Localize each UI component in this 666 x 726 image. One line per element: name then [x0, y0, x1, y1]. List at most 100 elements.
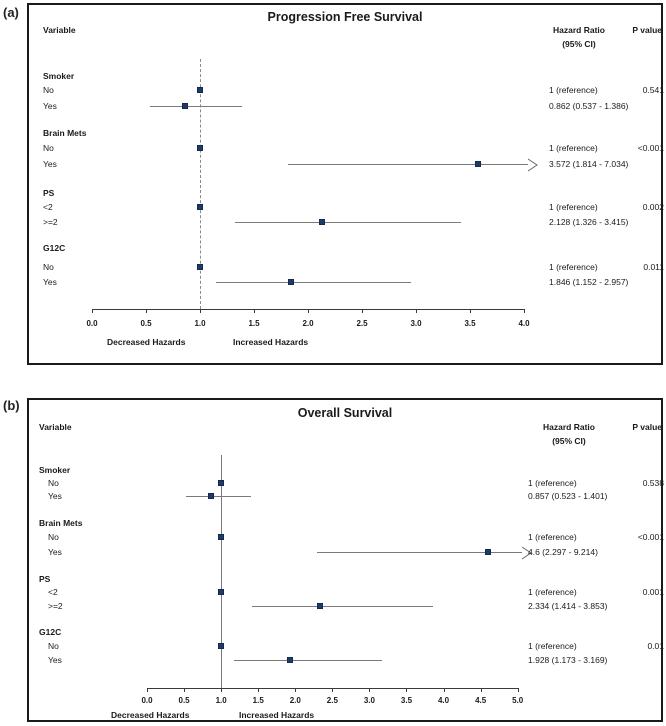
- axis-tick-label: 3.5: [400, 696, 413, 705]
- group-label: G12C: [39, 626, 62, 637]
- p-value: 0.001: [642, 587, 664, 598]
- group-label: Smoker: [39, 465, 71, 475]
- axis-tick: [406, 687, 408, 692]
- axis-tick-label: 2.5: [356, 319, 368, 328]
- hr-value: 2.334 (1.414 - 3.853): [528, 601, 608, 612]
- chart-title: Progression Free Survival: [267, 10, 423, 24]
- axis-tick: [184, 687, 186, 692]
- column-header-pvalue: P value: [632, 25, 662, 35]
- axis-tick-label: 4.5: [475, 696, 487, 705]
- truncation-arrow-icon: [527, 158, 538, 177]
- hr-value: 1 (reference): [528, 478, 577, 489]
- axis-tick-label: 1.0: [194, 319, 206, 328]
- axis-tick: [524, 309, 525, 313]
- axis-caption-increased: Increased Hazards: [239, 710, 315, 720]
- group-label: PS: [39, 574, 51, 584]
- axis-tick: [258, 687, 260, 692]
- axis-tick: [480, 687, 482, 692]
- ci-line: [317, 551, 522, 553]
- reference-line: [221, 455, 223, 688]
- p-value: 0.01: [647, 640, 664, 651]
- axis-tick: [308, 309, 309, 313]
- axis-tick: [416, 309, 417, 313]
- ci-line: [185, 496, 251, 497]
- hr-marker: [218, 642, 224, 649]
- axis-tick: [200, 309, 201, 313]
- axis-tick-label: 3.0: [410, 319, 422, 328]
- group-label: Brain Mets: [39, 517, 83, 528]
- group-label: Brain Mets: [43, 128, 87, 138]
- hr-value: 1 (reference): [549, 85, 598, 95]
- forest-row-label: <2: [48, 587, 58, 598]
- panel-overall-survival: Overall Survival Variable Hazard Ratio (…: [27, 398, 664, 722]
- axis-tick-label: 2.5: [326, 696, 338, 705]
- p-value: <0.001: [637, 532, 664, 542]
- forest-row-label: No: [48, 478, 59, 489]
- forest-row-label: <2: [43, 201, 53, 212]
- column-header-variable: Variable: [43, 25, 76, 35]
- hr-marker: [182, 103, 188, 109]
- group-label: G12C: [43, 243, 66, 253]
- chart-title: Overall Survival: [297, 406, 393, 420]
- axis-tick-label: 0.5: [140, 319, 152, 328]
- column-header-pvalue: P value: [632, 422, 662, 432]
- hr-marker: [208, 493, 214, 499]
- axis-tick-label: 1.5: [252, 696, 264, 705]
- forest-row-label: No: [43, 262, 54, 272]
- axis-caption-decreased: Decreased Hazards: [111, 710, 190, 720]
- forest-row-label: No: [43, 85, 54, 95]
- axis-tick-label: 2.0: [289, 696, 301, 705]
- hr-marker: [485, 548, 491, 555]
- column-header-hazard-ratio: Hazard Ratio: [543, 422, 595, 432]
- axis-tick-label: 0.0: [141, 696, 153, 705]
- axis-tick-label: 5.0: [512, 696, 524, 705]
- hr-value: 1.846 (1.152 - 2.957): [549, 277, 629, 287]
- hr-value: 0.857 (0.523 - 1.401): [528, 491, 608, 501]
- forest-row-label: >=2: [43, 216, 58, 227]
- p-value: 0.011: [643, 262, 664, 272]
- axis-caption-increased: Increased Hazards: [233, 337, 309, 347]
- hr-marker: [197, 203, 203, 210]
- ci-line: [149, 106, 242, 107]
- axis-tick: [470, 309, 471, 313]
- panel-a-label: (a): [3, 5, 19, 20]
- hr-marker: [218, 589, 224, 596]
- forest-row-label: No: [48, 640, 59, 651]
- forest-row-label: No: [48, 532, 59, 542]
- group-label: Smoker: [43, 71, 75, 81]
- p-value: <0.001: [637, 143, 664, 153]
- axis-tick: [221, 687, 223, 692]
- p-value: 0.002: [642, 201, 664, 212]
- ci-line: [216, 282, 412, 283]
- hr-marker: [475, 160, 481, 167]
- hr-value: 1 (reference): [528, 640, 577, 651]
- axis-tick: [147, 687, 148, 692]
- panel-progression-free-survival: Progression Free Survival Variable Hazar…: [27, 3, 664, 365]
- column-header-95ci: (95% CI): [562, 39, 596, 49]
- axis-tick: [362, 309, 363, 313]
- axis-caption-decreased: Decreased Hazards: [107, 337, 186, 347]
- axis-tick-label: 3.5: [464, 319, 476, 328]
- p-value: 0.538: [642, 478, 664, 489]
- axis-tick-label: 0.5: [178, 696, 190, 705]
- hr-marker: [197, 264, 203, 270]
- truncation-arrow-icon: [521, 546, 532, 565]
- axis-tick: [146, 309, 147, 313]
- forest-plot-area: 0.0 0.5 1.0 1.5 2.0 2.5 3.0 3.5 4.0 Decreased Haz…: [29, 5, 664, 363]
- hr-value: 1 (reference): [549, 201, 598, 212]
- group-label: PS: [43, 187, 55, 198]
- hr-marker: [319, 218, 325, 225]
- forest-row-label: >=2: [48, 601, 63, 612]
- axis-tick-label: 0.0: [86, 319, 98, 328]
- panel-b-label: (b): [3, 398, 20, 413]
- axis-tick-label: 4.0: [437, 696, 450, 705]
- forest-row-label: Yes: [48, 491, 62, 501]
- forest-row-label: Yes: [48, 654, 62, 665]
- axis-tick: [369, 687, 371, 692]
- ci-line: [233, 659, 382, 661]
- axis-tick: [443, 687, 445, 692]
- axis-tick-label: 1.0: [215, 696, 227, 705]
- hr-marker: [218, 480, 224, 487]
- hr-marker: [197, 87, 203, 93]
